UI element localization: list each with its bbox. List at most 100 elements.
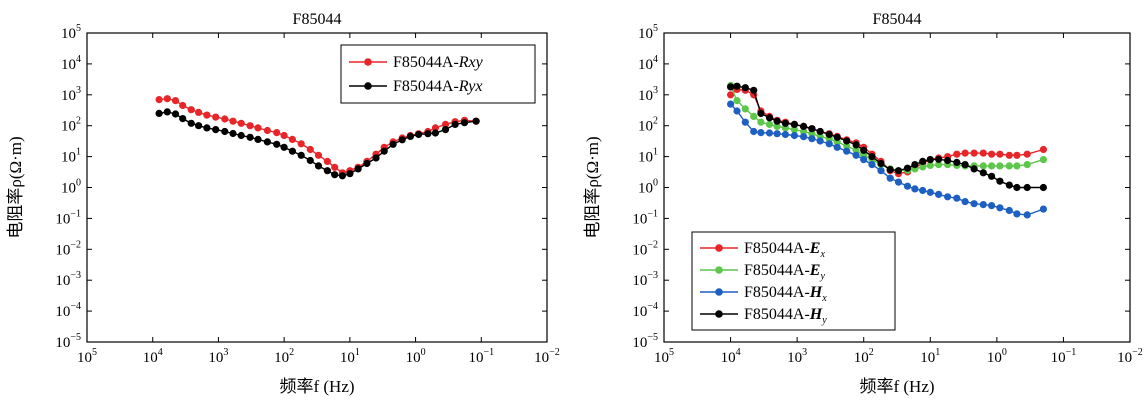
x-tick-label: 104 [721, 347, 741, 366]
data-point [868, 161, 876, 169]
data-point [886, 166, 894, 174]
data-point [297, 151, 305, 159]
data-point [363, 159, 371, 168]
data-point [843, 142, 851, 150]
data-point [460, 119, 469, 127]
data-point [988, 162, 996, 170]
series-F85044A-Hy [727, 82, 1047, 192]
data-point [431, 124, 439, 132]
y-tick-label: 102 [61, 116, 81, 135]
data-point [263, 138, 271, 146]
series-F85044A-Ryx [155, 108, 480, 180]
data-point [979, 201, 987, 209]
data-point [727, 100, 735, 108]
data-point [996, 162, 1004, 170]
data-point [733, 82, 741, 90]
data-point [970, 165, 978, 173]
data-point [280, 131, 288, 140]
data-point [757, 129, 765, 137]
data-point [187, 119, 195, 127]
data-point [825, 140, 833, 148]
data-point [221, 127, 229, 136]
y-tick-label: 10−2 [55, 239, 81, 258]
y-axis-title: 电阻率ρ(Ω·m) [6, 136, 25, 238]
legend-item: F85044A-Hy [700, 306, 827, 326]
data-point [773, 117, 781, 125]
legend-label: F85044A-Ey [744, 262, 825, 282]
data-point [860, 146, 868, 154]
data-point [877, 159, 885, 168]
legend-label: F85044A-Hx [744, 284, 827, 304]
data-point [979, 162, 987, 170]
data-point [970, 200, 978, 208]
y-tick-label: 105 [638, 23, 658, 42]
data-point [1005, 181, 1013, 189]
y-tick-label: 103 [638, 85, 658, 104]
data-point [727, 83, 735, 91]
y-tick-label: 100 [638, 178, 658, 197]
data-point [757, 118, 765, 126]
y-tick-label: 104 [638, 54, 658, 73]
data-point [1039, 156, 1047, 164]
data-point [171, 97, 180, 105]
y-tick-label: 10−5 [55, 332, 81, 351]
chart-title: F85044 [873, 11, 922, 28]
data-point [781, 130, 790, 139]
legend-item: F85044A-Ex [700, 240, 825, 260]
data-point [988, 150, 996, 158]
data-point [288, 147, 296, 155]
data-point [254, 135, 262, 143]
data-point [346, 170, 354, 178]
x-tick-label: 102 [854, 347, 874, 366]
data-point [297, 140, 305, 148]
data-point [1039, 183, 1047, 192]
data-point [331, 163, 339, 171]
data-point [195, 108, 203, 116]
data-point [926, 161, 934, 169]
y-tick-label: 10−4 [632, 301, 658, 320]
legend-marker [715, 288, 723, 296]
data-point [1013, 162, 1021, 170]
legend-marker [715, 310, 723, 318]
data-point [1023, 161, 1031, 169]
data-point [280, 143, 288, 151]
x-axis-title: 频率f (Hz) [279, 377, 354, 396]
data-point [935, 161, 943, 169]
data-point [961, 161, 969, 169]
data-point [273, 129, 281, 137]
y-tick-label: 10−3 [632, 270, 658, 289]
data-point [306, 156, 314, 165]
data-point [221, 115, 229, 123]
legend-item: F85044A-Ey [700, 262, 825, 282]
data-point [212, 113, 220, 121]
x-tick-label: 10−2 [534, 347, 560, 366]
data-point [1013, 151, 1021, 159]
data-point [424, 130, 432, 138]
data-point [288, 135, 296, 143]
data-point [1005, 206, 1013, 215]
y-tick-label: 10−3 [55, 270, 81, 289]
legend-marker [715, 266, 723, 274]
data-point [1005, 151, 1013, 159]
data-point [331, 171, 339, 179]
y-tick-label: 102 [638, 116, 658, 135]
y-tick-label: 10−4 [55, 301, 81, 320]
data-point [246, 133, 254, 141]
data-point [254, 124, 262, 132]
data-point [441, 126, 450, 134]
data-point [741, 105, 749, 113]
data-point [155, 109, 163, 117]
data-point [733, 107, 741, 115]
legend-label: F85044A-Rxy [393, 54, 484, 71]
data-point [1039, 205, 1047, 213]
y-tick-label: 10−1 [632, 208, 658, 227]
data-point [212, 126, 220, 134]
data-point [903, 164, 912, 172]
x-tick-label: 103 [208, 347, 228, 366]
data-point [406, 132, 414, 140]
data-point [852, 141, 860, 149]
data-point [338, 172, 346, 180]
data-point [868, 153, 876, 161]
data-point [903, 182, 912, 190]
data-point [919, 163, 927, 171]
